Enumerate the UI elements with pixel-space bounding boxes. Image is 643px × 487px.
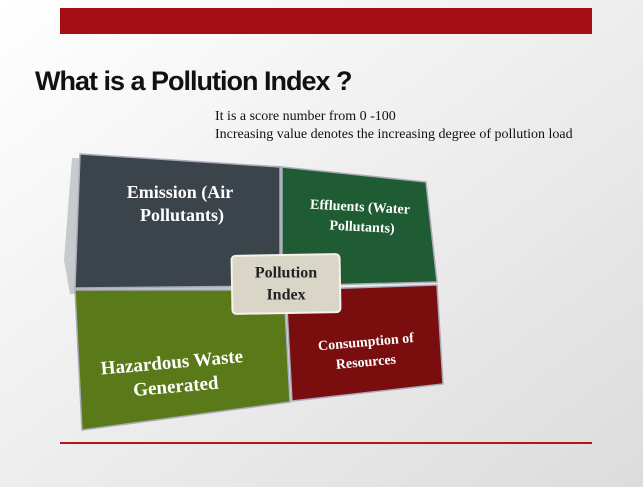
diagram: Emission (Air Pollutants) Effluents (Wat…	[64, 153, 444, 431]
quadrant-hazardous	[74, 289, 291, 431]
quadrant-label: Effluents (Water	[310, 198, 411, 218]
quadrant-label: Emission (Air	[127, 182, 234, 203]
slide-title: What is a Pollution Index ?	[35, 66, 352, 96]
center-label: Index	[266, 287, 305, 304]
description-line: Increasing value denotes the increasing …	[215, 127, 573, 142]
quadrant-label: Resources	[335, 353, 397, 373]
quadrant-label: Pollutants)	[329, 219, 395, 237]
description-line: It is a score number from 0 -100	[215, 109, 396, 124]
header-bar	[60, 8, 592, 34]
center-box	[230, 253, 342, 315]
quadrant-consumption	[285, 284, 444, 402]
quadrant-label: Pollutants)	[140, 205, 224, 226]
center-label: Pollution	[255, 265, 317, 282]
